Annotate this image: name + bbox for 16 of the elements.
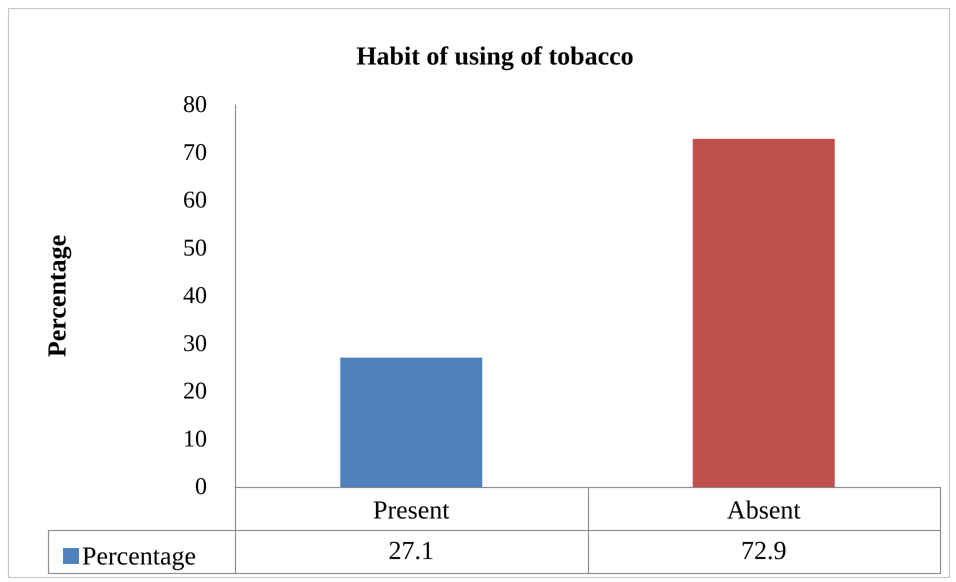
y-tick-label: 0 [195, 474, 207, 500]
chart-title: Habit of using of tobacco [356, 42, 634, 70]
legend-label: Percentage [82, 542, 196, 570]
data-label: 27.1 [388, 536, 434, 566]
y-tick-label: 60 [183, 188, 207, 214]
y-tick-label: 20 [183, 378, 207, 404]
y-tick-label: 80 [183, 92, 207, 118]
y-tick-label: 40 [183, 283, 207, 309]
x-tick-label: Absent [726, 496, 802, 524]
y-tick-label: 10 [183, 426, 207, 452]
y-tick-label: 30 [183, 330, 207, 357]
y-axis-title: Percentage [42, 234, 72, 358]
y-tick-label: 50 [183, 235, 207, 262]
data-label: 72.9 [741, 536, 786, 566]
x-tick-label: Present [372, 496, 450, 524]
y-tick-label: 70 [183, 140, 207, 166]
